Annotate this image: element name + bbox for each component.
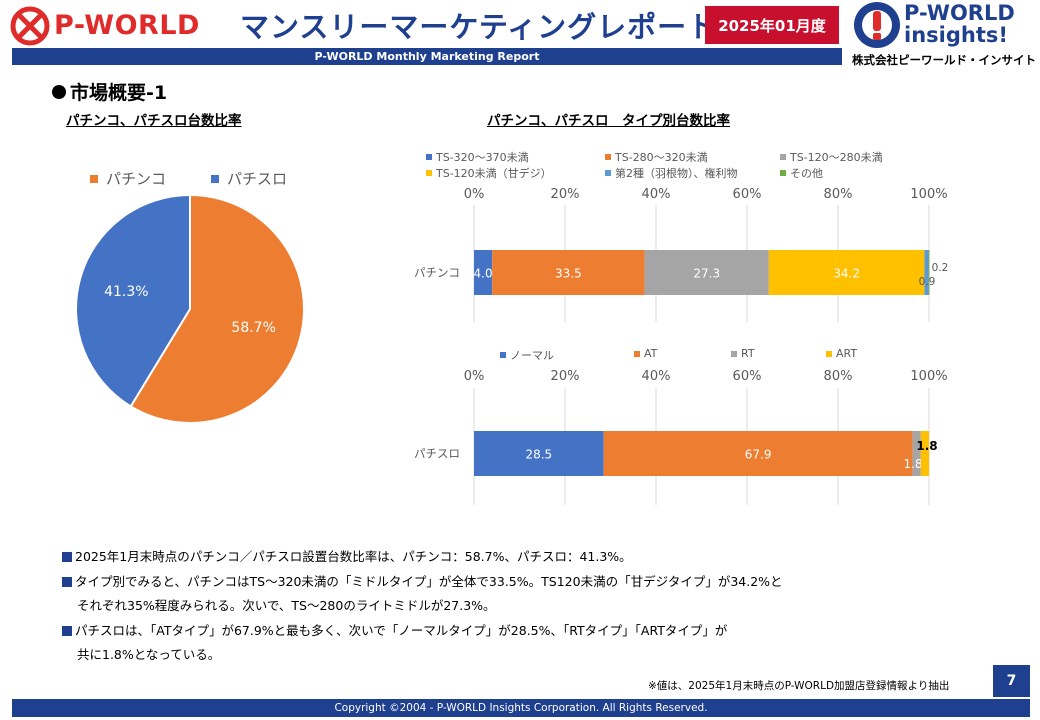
pachislot-tick-label: 0% — [464, 369, 485, 384]
pachinko-data-label: 33.5 — [555, 267, 582, 281]
bullet-line-continued: 共に1.8%となっている。 — [77, 647, 221, 662]
bar-chart-title: パチンコ、パチスロ タイプ別台数比率 — [487, 113, 730, 129]
pie-legend-item-pachislot: パチスロ — [211, 168, 287, 189]
pie-slice — [75, 193, 191, 408]
pachislot-bar-segment — [920, 431, 929, 476]
bullet-line: パチスロは、「ATタイプ」が67.9%と最も多く、次いで「ノーマルタイプ」が28… — [62, 619, 962, 644]
pachinko-data-label: 0.9 — [919, 276, 936, 288]
insights-logo-line1: P-WORLD — [904, 1, 1015, 25]
pachislot-tick-label: 20% — [551, 369, 580, 384]
month-badge: 2025年01月度 — [705, 6, 839, 44]
insights-logo-line2: insights! — [904, 23, 1008, 47]
section-title: 市場概要-1 — [52, 78, 167, 105]
section-title-text: 市場概要-1 — [70, 82, 168, 104]
pachislot-tick-label: 80% — [824, 369, 853, 384]
pie-data-label: 41.3% — [104, 284, 148, 300]
pachislot-data-label: 1.8 — [903, 457, 922, 471]
p-world-insights-logo: P-WORLD insights! 株式会社ピーワールド・インサイト — [852, 2, 1038, 68]
pachislot-tick-label: 100% — [910, 369, 947, 384]
pachinko-tick-label: 100% — [910, 187, 947, 202]
bar-legend-ts320: TS-320～370未満 — [426, 149, 529, 165]
bar-legend-ts120: TS-120未満（甘デジ） — [426, 165, 552, 181]
pachislot-bar-segment — [474, 431, 604, 476]
square-bullet-icon — [62, 625, 72, 636]
pachislot-tick-label: 40% — [642, 369, 671, 384]
data-source-footnote: ※値は、2025年1月末時点のP-WORLD加盟店登録情報より抽出 — [648, 680, 950, 692]
pachinko-tick-label: 20% — [551, 187, 580, 202]
bar-legend-ts280: TS-280～320未満 — [605, 149, 708, 165]
pachinko-tick-label: 40% — [642, 187, 671, 202]
pachinko-data-label: 0.2 — [932, 262, 949, 274]
pachislot-bar-segment — [912, 431, 921, 476]
pachislot-data-label: 67.9 — [745, 448, 772, 462]
pachinko-data-label: 34.2 — [833, 267, 860, 281]
bar-legend-at: AT — [634, 347, 657, 360]
pachinko-tick-label: 80% — [824, 187, 853, 202]
pachinko-tick-label: 60% — [733, 187, 762, 202]
p-world-logo: P-WORLD — [10, 6, 210, 46]
legend-swatch — [90, 174, 98, 183]
pie-chart-title: パチンコ、パチスロ台数比率 — [66, 113, 242, 129]
pie-data-label: 58.7% — [231, 320, 275, 336]
bullet-line: 2025年1月末時点のパチンコ／パチスロ設置台数比率は、パチンコ：58.7%、パ… — [62, 545, 962, 570]
pachinko-bar-segment — [492, 250, 645, 295]
pachinko-bar-segment — [474, 250, 493, 295]
pachinko-data-label: 4.0 — [474, 267, 493, 281]
pachinko-tick-label: 0% — [464, 187, 485, 202]
bar-legend-other: その他 — [780, 165, 823, 181]
pachislot-tick-label: 60% — [733, 369, 762, 384]
pachislot-data-label: 1.8 — [916, 439, 937, 453]
pachinko-category-label: パチンコ — [414, 266, 460, 280]
p-world-logo-icon — [10, 6, 50, 46]
pachinko-bar-segment — [644, 250, 769, 295]
pachislot-bar-segment — [603, 431, 913, 476]
bullet-line: タイプ別でみると、パチンコはTS～320未満の「ミドルタイプ」が全体で33.5%… — [62, 570, 962, 595]
p-world-logo-text: P-WORLD — [54, 10, 200, 41]
bullet-line-continued: それぞれ35%程度みられる。次いで、TS～280のライトミドルが27.3%。 — [77, 598, 496, 613]
bar-legend-ts120-280: TS-120～280未満 — [780, 149, 883, 165]
bar-legend-art: ART — [826, 347, 857, 360]
square-bullet-icon — [62, 576, 72, 587]
summary-bullets: 2025年1月末時点のパチンコ／パチスロ設置台数比率は、パチンコ：58.7%、パ… — [62, 545, 962, 668]
bar-legend-normal: ノーマル — [500, 347, 554, 363]
pie-legend-item-pachinko: パチンコ — [90, 168, 166, 189]
pachislot-category-label: パチスロ — [414, 447, 460, 461]
report-subtitle: P-WORLD Monthly Marketing Report — [12, 48, 842, 65]
page-number: 7 — [993, 665, 1030, 697]
pachinko-bar-segment — [924, 250, 929, 295]
report-title: マンスリーマーケティングレポート — [240, 10, 718, 44]
pachinko-bar-segment — [928, 250, 930, 295]
legend-label: パチスロ — [227, 170, 288, 188]
square-bullet-icon — [62, 552, 72, 562]
legend-label: パチンコ — [106, 170, 167, 188]
copyright-footer: Copyright ©2004 - P-WORLD Insights Corpo… — [12, 699, 1030, 717]
pachinko-bar-segment — [768, 250, 925, 295]
pie-slice — [129, 193, 305, 424]
company-name: 株式会社ピーワールド・インサイト — [852, 53, 1036, 67]
bar-legend-rt: RT — [731, 347, 755, 360]
pachislot-data-label: 28.5 — [525, 448, 552, 462]
bar-legend-second-type: 第2種（羽根物）、権利物 — [605, 165, 738, 181]
bullet-dot-icon — [52, 85, 66, 99]
legend-swatch — [211, 174, 219, 183]
pachinko-data-label: 27.3 — [693, 267, 720, 281]
